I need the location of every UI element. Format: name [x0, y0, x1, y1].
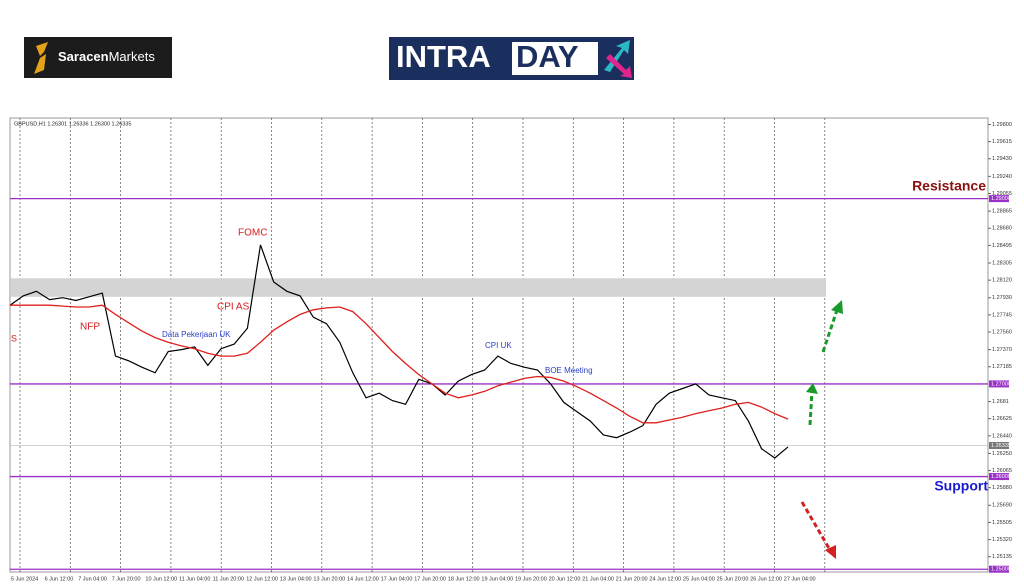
brand-bold: Saracen: [58, 49, 109, 64]
logo-arrow-down: [606, 54, 632, 78]
x-tick-label: 11 Jun 04:00: [179, 576, 210, 582]
x-tick-label: 7 Jun 04:00: [78, 576, 107, 582]
y-tick-label: 1.27185: [992, 364, 1012, 370]
logo-a: INTRA: [396, 39, 491, 74]
level-label: 1.27000: [991, 381, 1011, 387]
level-label: 1.25000: [991, 567, 1011, 573]
y-tick-label: 1.27930: [992, 295, 1012, 301]
up-arrow-head: [831, 300, 843, 314]
y-tick-label: 1.25880: [992, 485, 1012, 491]
support-label: Support: [934, 478, 988, 494]
x-tick-label: 18 Jun 12:00: [448, 576, 480, 582]
logo-box: [512, 42, 598, 75]
y-tick-label: 1.29430: [992, 156, 1012, 162]
brand-logo: [24, 37, 172, 78]
plot: 1.29800 1.29615 1.29430 1.29240 1.29055 1.288…: [9, 118, 1012, 582]
up-arrow: [821, 309, 839, 353]
up-arrow-head: [806, 383, 818, 394]
y-tick-label: 1.28865: [992, 209, 1012, 215]
line: [10, 304, 789, 424]
y-tick-label: 1.26250: [992, 451, 1012, 457]
brand-light: Markets: [109, 49, 156, 64]
x-tick-label: 25 Jun 04:00: [683, 576, 715, 582]
event-label: Data Pekerjaan UK: [162, 330, 231, 339]
x-tick-label: 25 Jun 20:00: [717, 576, 749, 582]
x-tick-label: 24 Jun 12:00: [649, 576, 681, 582]
level-tag: [989, 565, 1009, 573]
y-tick-label: 1.28120: [992, 278, 1012, 284]
x-tick-label: 5 Jun 2024: [11, 576, 38, 582]
y-tick-label: 1.25135: [992, 554, 1012, 560]
x-tick-label: 26 Jun 12:00: [750, 576, 782, 582]
x-tick-label: 19 Jun 04:00: [481, 576, 513, 582]
event-label: CPI AS: [217, 302, 250, 313]
resistance-label: Resistance: [912, 178, 986, 194]
level-label: 1.26000: [991, 474, 1011, 480]
x-tick-label: 27 Jun 04:00: [784, 576, 816, 582]
logo-arrow-up: [604, 40, 630, 72]
up-arrow: [808, 389, 814, 426]
y-tick-label: 1.26065: [992, 468, 1012, 474]
x-tick-label: 11 Jun 20:00: [213, 576, 244, 582]
zone: [11, 278, 826, 297]
y-tick-label: 1.25320: [992, 537, 1012, 543]
x-tick-label: 21 Jun 20:00: [616, 576, 648, 582]
y-tick-label: 1.27745: [992, 312, 1012, 318]
y-tick-label: 1.25505: [992, 520, 1012, 526]
y-tick-label: 1.29055: [992, 191, 1012, 197]
event-label: NFP: [80, 322, 100, 333]
y-tick-label: 1.28495: [992, 243, 1012, 249]
plot-frame: [9, 117, 989, 573]
y-tick-label: 1.29240: [992, 174, 1012, 180]
level-tag: [989, 380, 1009, 388]
x-tick-label: 21 Jun 04:00: [582, 576, 614, 582]
line: [9, 244, 789, 459]
x-tick-label: 10 Jun 12:00: [145, 576, 177, 582]
level-tag: [989, 473, 1009, 481]
down-arrow-head: [825, 545, 836, 559]
y-tick-label: 1.27560: [992, 329, 1012, 335]
y-tick-label: 1.25690: [992, 503, 1012, 509]
brand-icon: [34, 42, 48, 74]
info: GBPUSD,H1 1.26301 1.26336 1.26300 1.2633…: [14, 121, 131, 127]
y-tick-label: 1.27370: [992, 347, 1012, 353]
y-tick-label: 1.29800: [992, 122, 1012, 128]
event-label: FOMC: [238, 228, 267, 239]
x-tick-label: 17 Jun 04:00: [381, 576, 413, 582]
x-tick-label: 12 Jun 12:00: [246, 576, 278, 582]
x-tick-label: 7 Jun 20:00: [112, 576, 141, 582]
brand: SaracenMarkets: [58, 49, 155, 64]
y-tick-label: 1.26625: [992, 416, 1012, 422]
y-tick-label: 1.28680: [992, 226, 1012, 232]
x-tick-label: 6 Jun 12:00: [45, 576, 74, 582]
logo-b: DAY: [516, 39, 579, 74]
event-label: S: [11, 333, 17, 343]
event-label: BOE Meeting: [545, 366, 593, 375]
x-tick-label: 19 Jun 20:00: [515, 576, 547, 582]
down-arrow: [800, 501, 832, 551]
level-label: 1.29000: [991, 196, 1011, 202]
price-tag: [989, 442, 1009, 450]
x-tick-label: 14 Jun 12:00: [347, 576, 379, 582]
x-tick-label: 13 Jun 04:00: [280, 576, 312, 582]
price-tag-label: 1.26335: [991, 443, 1011, 449]
y-tick-label: 1.2681: [992, 399, 1009, 405]
x-tick-label: 13 Jun 20:00: [313, 576, 345, 582]
event-label: CPI UK: [485, 341, 512, 350]
level-tag: [989, 195, 1009, 203]
y-tick-label: 1.29615: [992, 139, 1012, 145]
y-tick-label: 1.26440: [992, 433, 1012, 439]
y-tick-label: 1.28305: [992, 260, 1012, 266]
x-tick-label: 20 Jun 12:00: [549, 576, 581, 582]
x-tick-label: 17 Jun 20:00: [414, 576, 446, 582]
